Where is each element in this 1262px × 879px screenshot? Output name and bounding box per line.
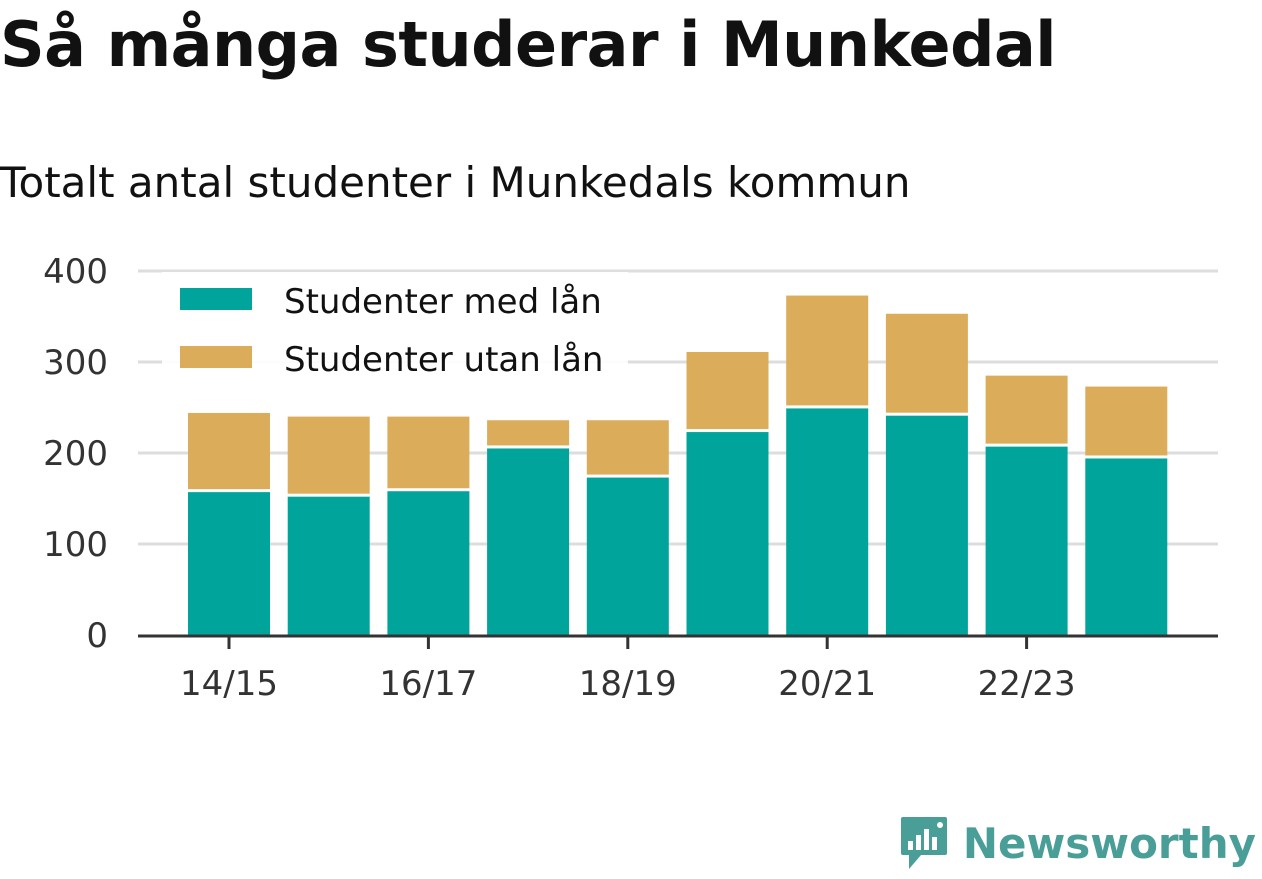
bar-segment [586, 477, 669, 635]
chart-title: Så många studerar i Munkedal [0, 8, 1057, 81]
bar-segment [885, 415, 968, 635]
x-tick-label: 18/19 [579, 664, 677, 704]
y-tick-label: 300 [43, 343, 108, 383]
bar-segment [487, 448, 570, 635]
bar-segment [387, 491, 470, 635]
y-tick-label: 100 [43, 525, 108, 565]
bar-segment [188, 412, 270, 490]
bar-segment [1085, 386, 1168, 456]
brand-name: Newsworthy [962, 818, 1256, 868]
bar-chart-icon [900, 817, 947, 869]
bar-segment [885, 313, 968, 413]
x-tick-label: 20/21 [778, 664, 876, 704]
bar-segment [188, 492, 270, 635]
x-tick-label: 14/15 [180, 664, 278, 704]
legend: Studenter med lån Studenter utan lån [162, 272, 628, 386]
bar-segment [1085, 458, 1168, 635]
chart-subtitle: Totalt antal studenter i Munkedals kommu… [0, 158, 911, 207]
bar-segment [786, 295, 869, 406]
bar-segment [487, 420, 570, 446]
bar-segment [387, 416, 470, 489]
y-tick-label: 0 [86, 616, 108, 656]
legend-label: Studenter utan lån [284, 340, 603, 380]
brand-logo: Newsworthy [899, 815, 1256, 871]
bar-segment [287, 496, 370, 635]
bar-segment [287, 416, 370, 494]
x-tick-label: 22/23 [978, 664, 1076, 704]
bars [188, 295, 1168, 635]
legend-label: Studenter med lån [284, 282, 602, 322]
bar-segment [586, 420, 669, 475]
legend-swatch [180, 346, 252, 368]
y-tick-label: 400 [43, 252, 108, 292]
bar-segment [686, 432, 769, 635]
bar-segment [985, 446, 1068, 635]
bar-segment [786, 408, 869, 635]
bar-segment [985, 375, 1068, 444]
axes: 0 100 200 300 400 14/15 16/17 18/19 20/21 22/23 [43, 252, 1218, 704]
bar-segment [686, 351, 769, 430]
x-tick-label: 16/17 [379, 664, 477, 704]
y-tick-label: 200 [43, 434, 108, 474]
legend-swatch [180, 288, 252, 310]
